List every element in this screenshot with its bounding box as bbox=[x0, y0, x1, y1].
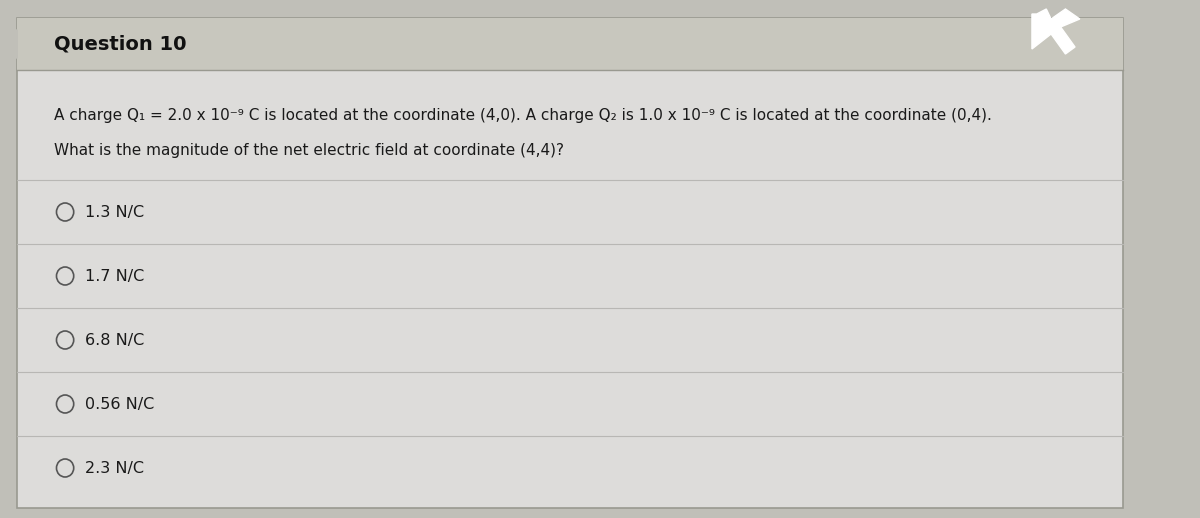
Text: What is the magnitude of the net electric field at coordinate (4,4)?: What is the magnitude of the net electri… bbox=[54, 142, 564, 157]
Polygon shape bbox=[1032, 9, 1080, 54]
Text: 6.8 N/C: 6.8 N/C bbox=[85, 333, 144, 348]
Text: 1.3 N/C: 1.3 N/C bbox=[85, 205, 144, 220]
Bar bbox=[17, 18, 1123, 70]
Polygon shape bbox=[0, 30, 17, 58]
Text: A charge Q₁ = 2.0 x 10⁻⁹ C is located at the coordinate (4,0). A charge Q₂ is 1.: A charge Q₁ = 2.0 x 10⁻⁹ C is located at… bbox=[54, 108, 991, 122]
Text: Question 10: Question 10 bbox=[54, 35, 186, 53]
Text: 2.3 N/C: 2.3 N/C bbox=[85, 461, 144, 476]
Text: 1.7 N/C: 1.7 N/C bbox=[85, 268, 144, 283]
Text: 0.56 N/C: 0.56 N/C bbox=[85, 396, 155, 411]
